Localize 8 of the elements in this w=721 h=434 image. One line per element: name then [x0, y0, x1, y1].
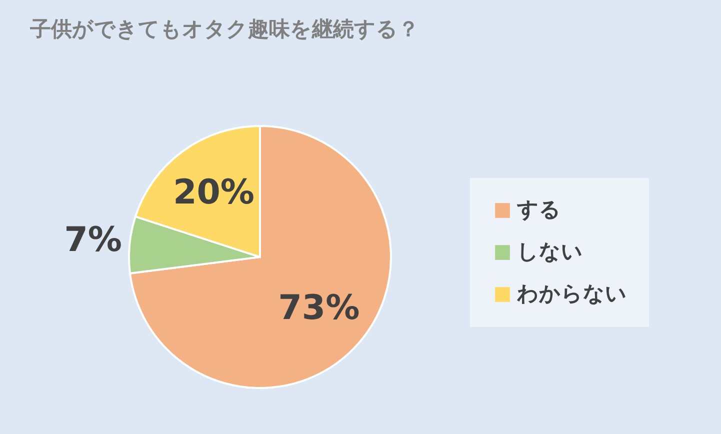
data-label: 73%: [278, 288, 360, 328]
data-label: 7%: [64, 220, 122, 260]
legend-label: わからない: [516, 282, 627, 306]
legend-label: しない: [517, 240, 583, 264]
data-label: 20%: [173, 172, 254, 212]
legend-label: する: [516, 198, 561, 222]
chart-title: 子供ができてもオタク趣味を継続する？: [29, 17, 419, 41]
pie-slice: [129, 125, 392, 389]
